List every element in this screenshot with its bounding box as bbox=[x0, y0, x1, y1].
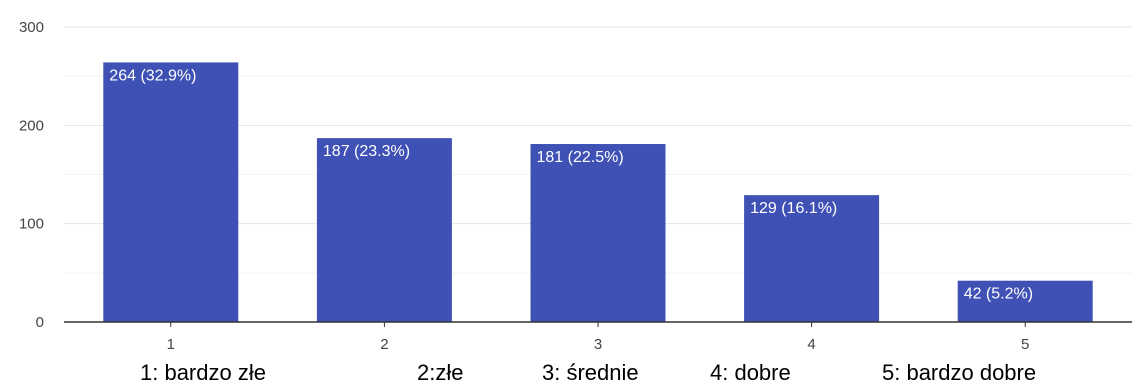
bar-4 bbox=[744, 195, 880, 322]
x-tick-label: 3 bbox=[594, 336, 602, 353]
bar-data-label: 42 (5.2%) bbox=[964, 286, 1033, 303]
axes bbox=[64, 321, 1132, 327]
bar-2 bbox=[316, 138, 452, 322]
bar-data-label: 264 (32.9%) bbox=[109, 67, 196, 84]
category-note: 4: dobre bbox=[710, 360, 791, 385]
y-tick-label: 300 bbox=[19, 19, 44, 36]
y-tick-label: 0 bbox=[36, 314, 44, 331]
bar-data-label: 187 (23.3%) bbox=[323, 143, 410, 160]
bar-data-label: 129 (16.1%) bbox=[750, 200, 837, 217]
bar-5 bbox=[957, 280, 1093, 322]
category-note: 5: bardzo dobre bbox=[882, 360, 1036, 385]
x-tick-label: 5 bbox=[1021, 336, 1029, 353]
bar-3 bbox=[530, 144, 666, 322]
category-note: 2:złe bbox=[417, 360, 463, 385]
x-tick-label: 2 bbox=[380, 336, 388, 353]
category-note: 1: bardzo złe bbox=[140, 360, 266, 385]
bar-data-label: 181 (22.5%) bbox=[537, 149, 624, 166]
bars bbox=[103, 62, 1093, 323]
x-tick-label: 4 bbox=[807, 336, 815, 353]
y-tick-label: 200 bbox=[19, 117, 44, 134]
category-note: 3: średnie bbox=[542, 360, 639, 385]
x-tick-label: 1 bbox=[167, 336, 175, 353]
y-tick-label: 100 bbox=[19, 216, 44, 233]
labels: 0 100 200 300 264 (32.9%) 1 187 (23.3%) 2 181 (2… bbox=[19, 19, 1036, 385]
bar-1 bbox=[103, 62, 239, 323]
